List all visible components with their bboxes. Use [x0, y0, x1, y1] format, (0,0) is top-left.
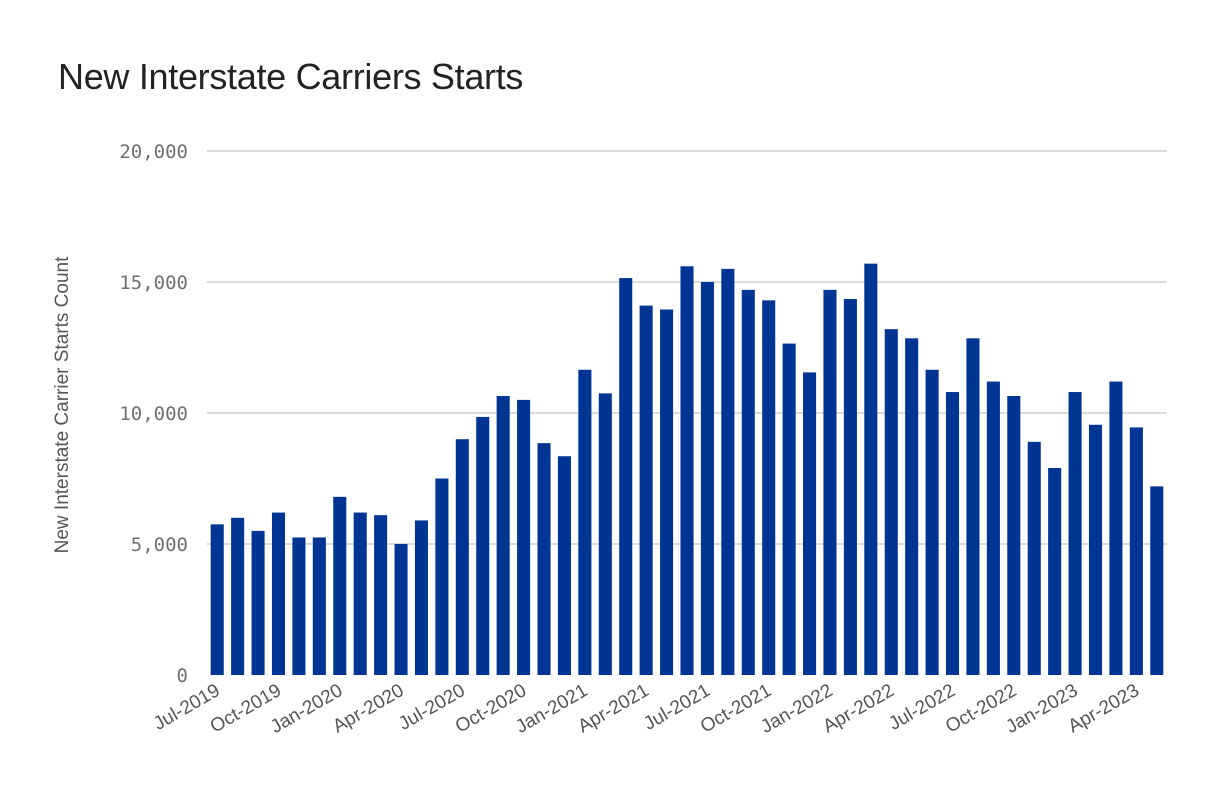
- bar: [864, 263, 878, 675]
- bar: [476, 416, 490, 675]
- y-tick-label: 20,000: [119, 141, 188, 163]
- bar: [333, 496, 347, 675]
- bar: [537, 443, 551, 675]
- bar: [680, 266, 694, 675]
- bar: [966, 338, 980, 675]
- y-tick-label: 15,000: [119, 272, 188, 294]
- bar: [210, 524, 224, 675]
- bar: [823, 289, 837, 675]
- bar: [986, 381, 1000, 675]
- bar: [1109, 381, 1123, 675]
- y-axis-ticks: 0 5,000 10,000 15,000 20,000: [119, 141, 188, 687]
- bar: [660, 309, 674, 675]
- bar: [578, 369, 592, 675]
- bar: [905, 338, 919, 675]
- bar: [700, 282, 714, 675]
- bar: [455, 439, 469, 675]
- bar: [1150, 486, 1164, 675]
- x-axis-ticks: Jul-2019Oct-2019Jan-2020Apr-2020Jul-2020…: [150, 680, 1143, 738]
- bar: [517, 399, 531, 675]
- x-tick-label: Apr-2021: [574, 680, 652, 737]
- bar: [1068, 392, 1082, 675]
- bar: [435, 478, 449, 675]
- bar: [884, 329, 898, 675]
- y-tick-label: 5,000: [131, 534, 188, 556]
- bar: [721, 268, 735, 675]
- bar: [271, 512, 286, 675]
- x-tick-label: Apr-2023: [1065, 680, 1143, 737]
- bar: [1129, 427, 1143, 675]
- bar: [374, 515, 388, 675]
- y-axis-label: New Interstate Carrier Starts Count: [52, 256, 73, 553]
- bar: [251, 530, 265, 675]
- bar: [843, 299, 857, 675]
- x-tick-label: Apr-2020: [329, 680, 407, 737]
- bar: [1048, 468, 1062, 675]
- bar: [639, 305, 653, 675]
- bars: [210, 263, 1164, 675]
- y-tick-label: 10,000: [119, 403, 188, 425]
- bar: [803, 372, 817, 675]
- bar: [394, 544, 408, 675]
- x-tick-label: Apr-2022: [820, 680, 898, 737]
- bar: [1027, 441, 1041, 675]
- bar: [496, 395, 510, 675]
- bar: [619, 278, 633, 675]
- bar: [1007, 395, 1021, 675]
- bar: [946, 392, 960, 675]
- bar: [1088, 424, 1103, 675]
- bar: [231, 517, 245, 675]
- bar: [925, 369, 939, 675]
- bar: [557, 456, 571, 675]
- bar: [414, 520, 428, 675]
- bar: [292, 537, 306, 675]
- bar: [741, 289, 755, 675]
- chart-title: New Interstate Carriers Starts: [58, 56, 524, 97]
- bar: [312, 537, 326, 675]
- bar: [762, 300, 776, 675]
- bar: [782, 343, 796, 675]
- bar: [598, 393, 612, 675]
- bar: [353, 512, 367, 675]
- y-tick-label: 0: [177, 665, 188, 687]
